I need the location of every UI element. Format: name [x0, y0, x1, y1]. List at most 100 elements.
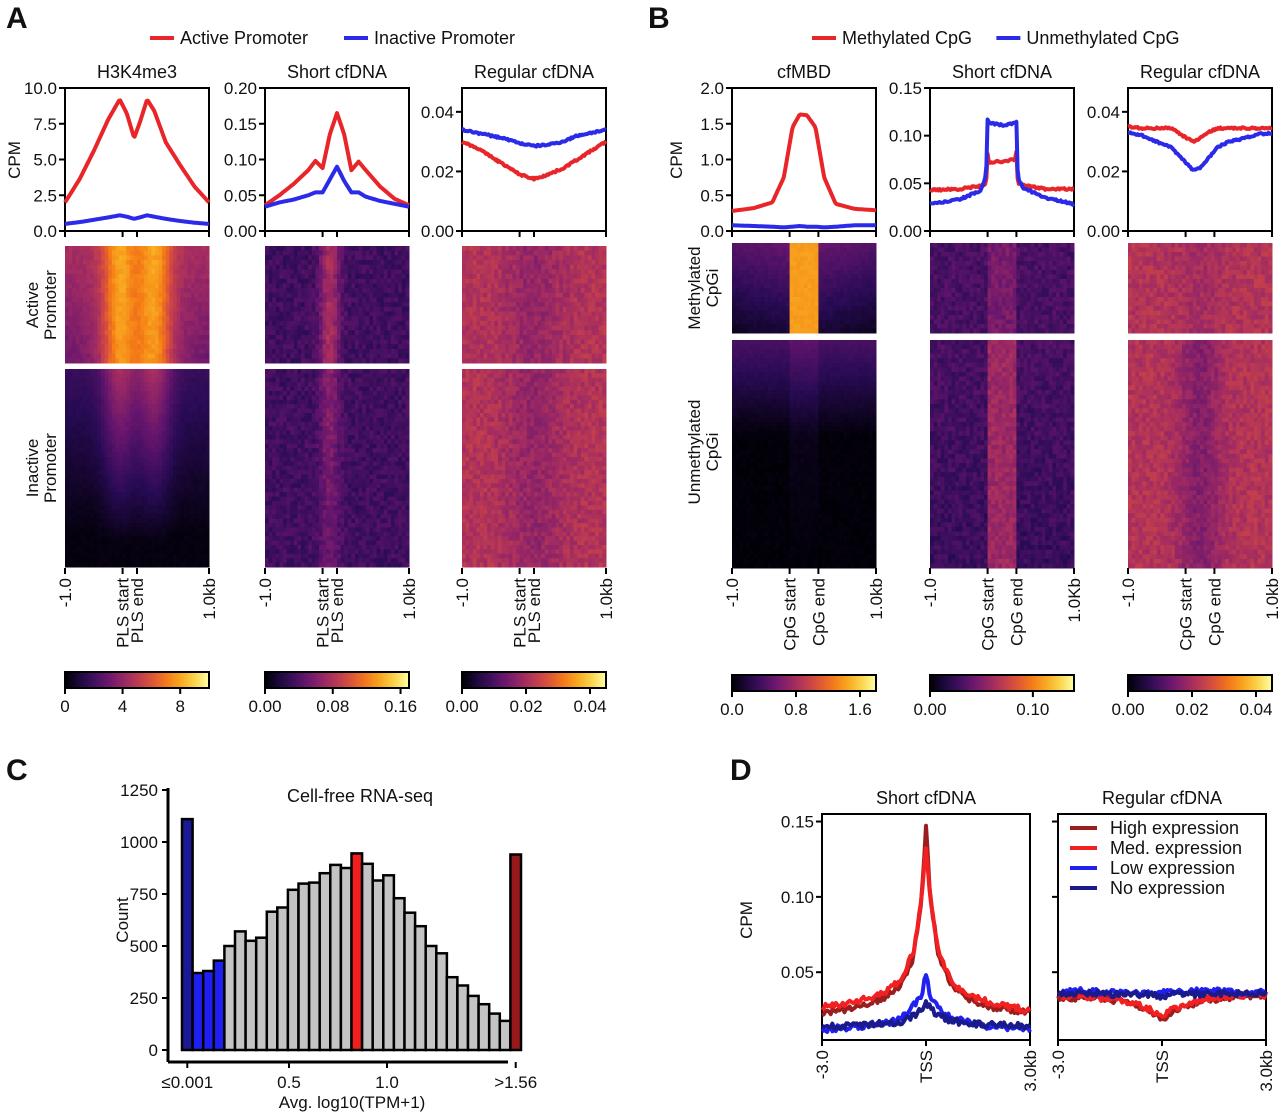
heatmap-cell	[198, 465, 203, 471]
heatmap-cell	[337, 348, 342, 355]
heatmap-cell	[326, 465, 331, 471]
heatmap-cell	[315, 487, 320, 493]
heatmap-cell	[201, 269, 206, 275]
heatmap-cell	[333, 377, 338, 383]
heatmap-cell	[380, 358, 385, 364]
heatmap-cell	[275, 487, 280, 493]
heatmap-cell	[75, 426, 80, 432]
heatmap-cell	[111, 492, 116, 498]
heatmap-cell	[383, 465, 388, 471]
heatmap-cell	[401, 461, 406, 467]
heatmap-cell	[347, 358, 352, 364]
heatmap-cell	[126, 320, 131, 327]
heatmap-cell	[365, 430, 370, 436]
heatmap-cell	[344, 348, 349, 355]
heatmap-cell	[194, 408, 199, 414]
heatmap-cell	[115, 330, 120, 336]
heatmap-cell	[365, 439, 370, 445]
heatmap-cell	[187, 540, 192, 546]
heatmap-cell	[283, 369, 288, 374]
heatmap-cell	[319, 382, 324, 388]
heatmap-cell	[283, 353, 288, 359]
heatmap-cell	[108, 369, 113, 374]
heatmap-cell	[380, 399, 385, 405]
heatmap-cell	[93, 448, 98, 454]
heatmap-cell	[337, 408, 342, 414]
heatmap-cell	[308, 426, 313, 432]
heatmap-cell	[68, 448, 73, 454]
heatmap-cell	[198, 269, 203, 275]
heatmap-cell	[187, 334, 192, 341]
heatmap-cell	[319, 274, 324, 280]
heatmap-cell	[108, 470, 113, 476]
heatmap-cell	[72, 382, 77, 388]
heatmap-cell	[347, 413, 352, 418]
heatmap-cell	[83, 306, 88, 313]
heatmap-cell	[279, 353, 284, 359]
heatmap-cell	[286, 269, 291, 275]
heatmap-cell	[101, 320, 106, 327]
heatmap-cell	[183, 479, 188, 484]
heatmap-cell	[108, 274, 113, 280]
heatmap-cell	[365, 302, 370, 308]
heatmap-cell	[194, 474, 199, 480]
row-label: Inactive	[23, 439, 42, 498]
heatmap-cell	[158, 278, 163, 284]
heatmap-cell	[187, 311, 192, 317]
heatmap-cell	[65, 250, 70, 256]
heatmap-cell	[394, 278, 399, 284]
heatmap-cell	[79, 470, 84, 476]
heatmap-cell	[326, 283, 331, 289]
heatmap-cell	[297, 302, 302, 308]
heatmap-cell	[283, 452, 288, 458]
heatmap-cell	[126, 292, 131, 298]
heatmap-cell	[133, 461, 138, 467]
heatmap-cell	[329, 474, 334, 480]
heatmap-cell	[380, 250, 385, 256]
heatmap-cell	[293, 373, 298, 379]
heatmap-cell	[111, 413, 116, 418]
heatmap-cell	[183, 399, 188, 405]
heatmap-cell	[315, 302, 320, 308]
heatmap-cell	[198, 292, 203, 298]
heatmap-cell	[101, 408, 106, 414]
heatmap-cell	[183, 536, 188, 542]
heatmap-cell	[151, 443, 156, 449]
heatmap-cell	[301, 443, 306, 449]
heatmap-cell	[365, 255, 370, 261]
heatmap-cell	[90, 474, 95, 480]
heatmap-cell	[340, 404, 345, 410]
heatmap-cell	[83, 339, 88, 345]
heatmap-cell	[198, 448, 203, 454]
heatmap-cell	[115, 452, 120, 458]
heatmap-cell	[268, 269, 273, 275]
heatmap-cell	[162, 297, 167, 303]
heatmap-cell	[201, 408, 206, 414]
heatmap-cell	[180, 443, 185, 449]
heatmap-cell	[329, 465, 334, 471]
heatmap-cell	[304, 348, 309, 355]
heatmap-cell	[151, 325, 156, 331]
heatmap-cell	[137, 334, 142, 341]
heatmap-cell	[79, 250, 84, 256]
heatmap-cell	[383, 330, 388, 336]
heatmap-cell	[122, 302, 127, 308]
heatmap-cell	[129, 339, 134, 345]
heatmap-cell	[358, 465, 363, 471]
heatmap-cell	[151, 344, 156, 350]
heatmap-cell	[101, 278, 106, 284]
heatmap-cell	[133, 386, 138, 392]
heatmap-cell	[333, 373, 338, 379]
heatmap-cell	[297, 404, 302, 410]
heatmap-cell	[265, 448, 270, 454]
heatmap-cell	[326, 330, 331, 336]
heatmap-cell	[140, 443, 145, 449]
heatmap-cell	[279, 320, 284, 327]
heatmap-cell	[119, 250, 124, 256]
heatmap-cell	[90, 492, 95, 498]
heatmap-cell	[198, 549, 203, 555]
heatmap-cell	[158, 408, 163, 414]
heatmap-cell	[198, 443, 203, 449]
heatmap-cell	[340, 465, 345, 471]
heatmap-cell	[391, 369, 396, 374]
